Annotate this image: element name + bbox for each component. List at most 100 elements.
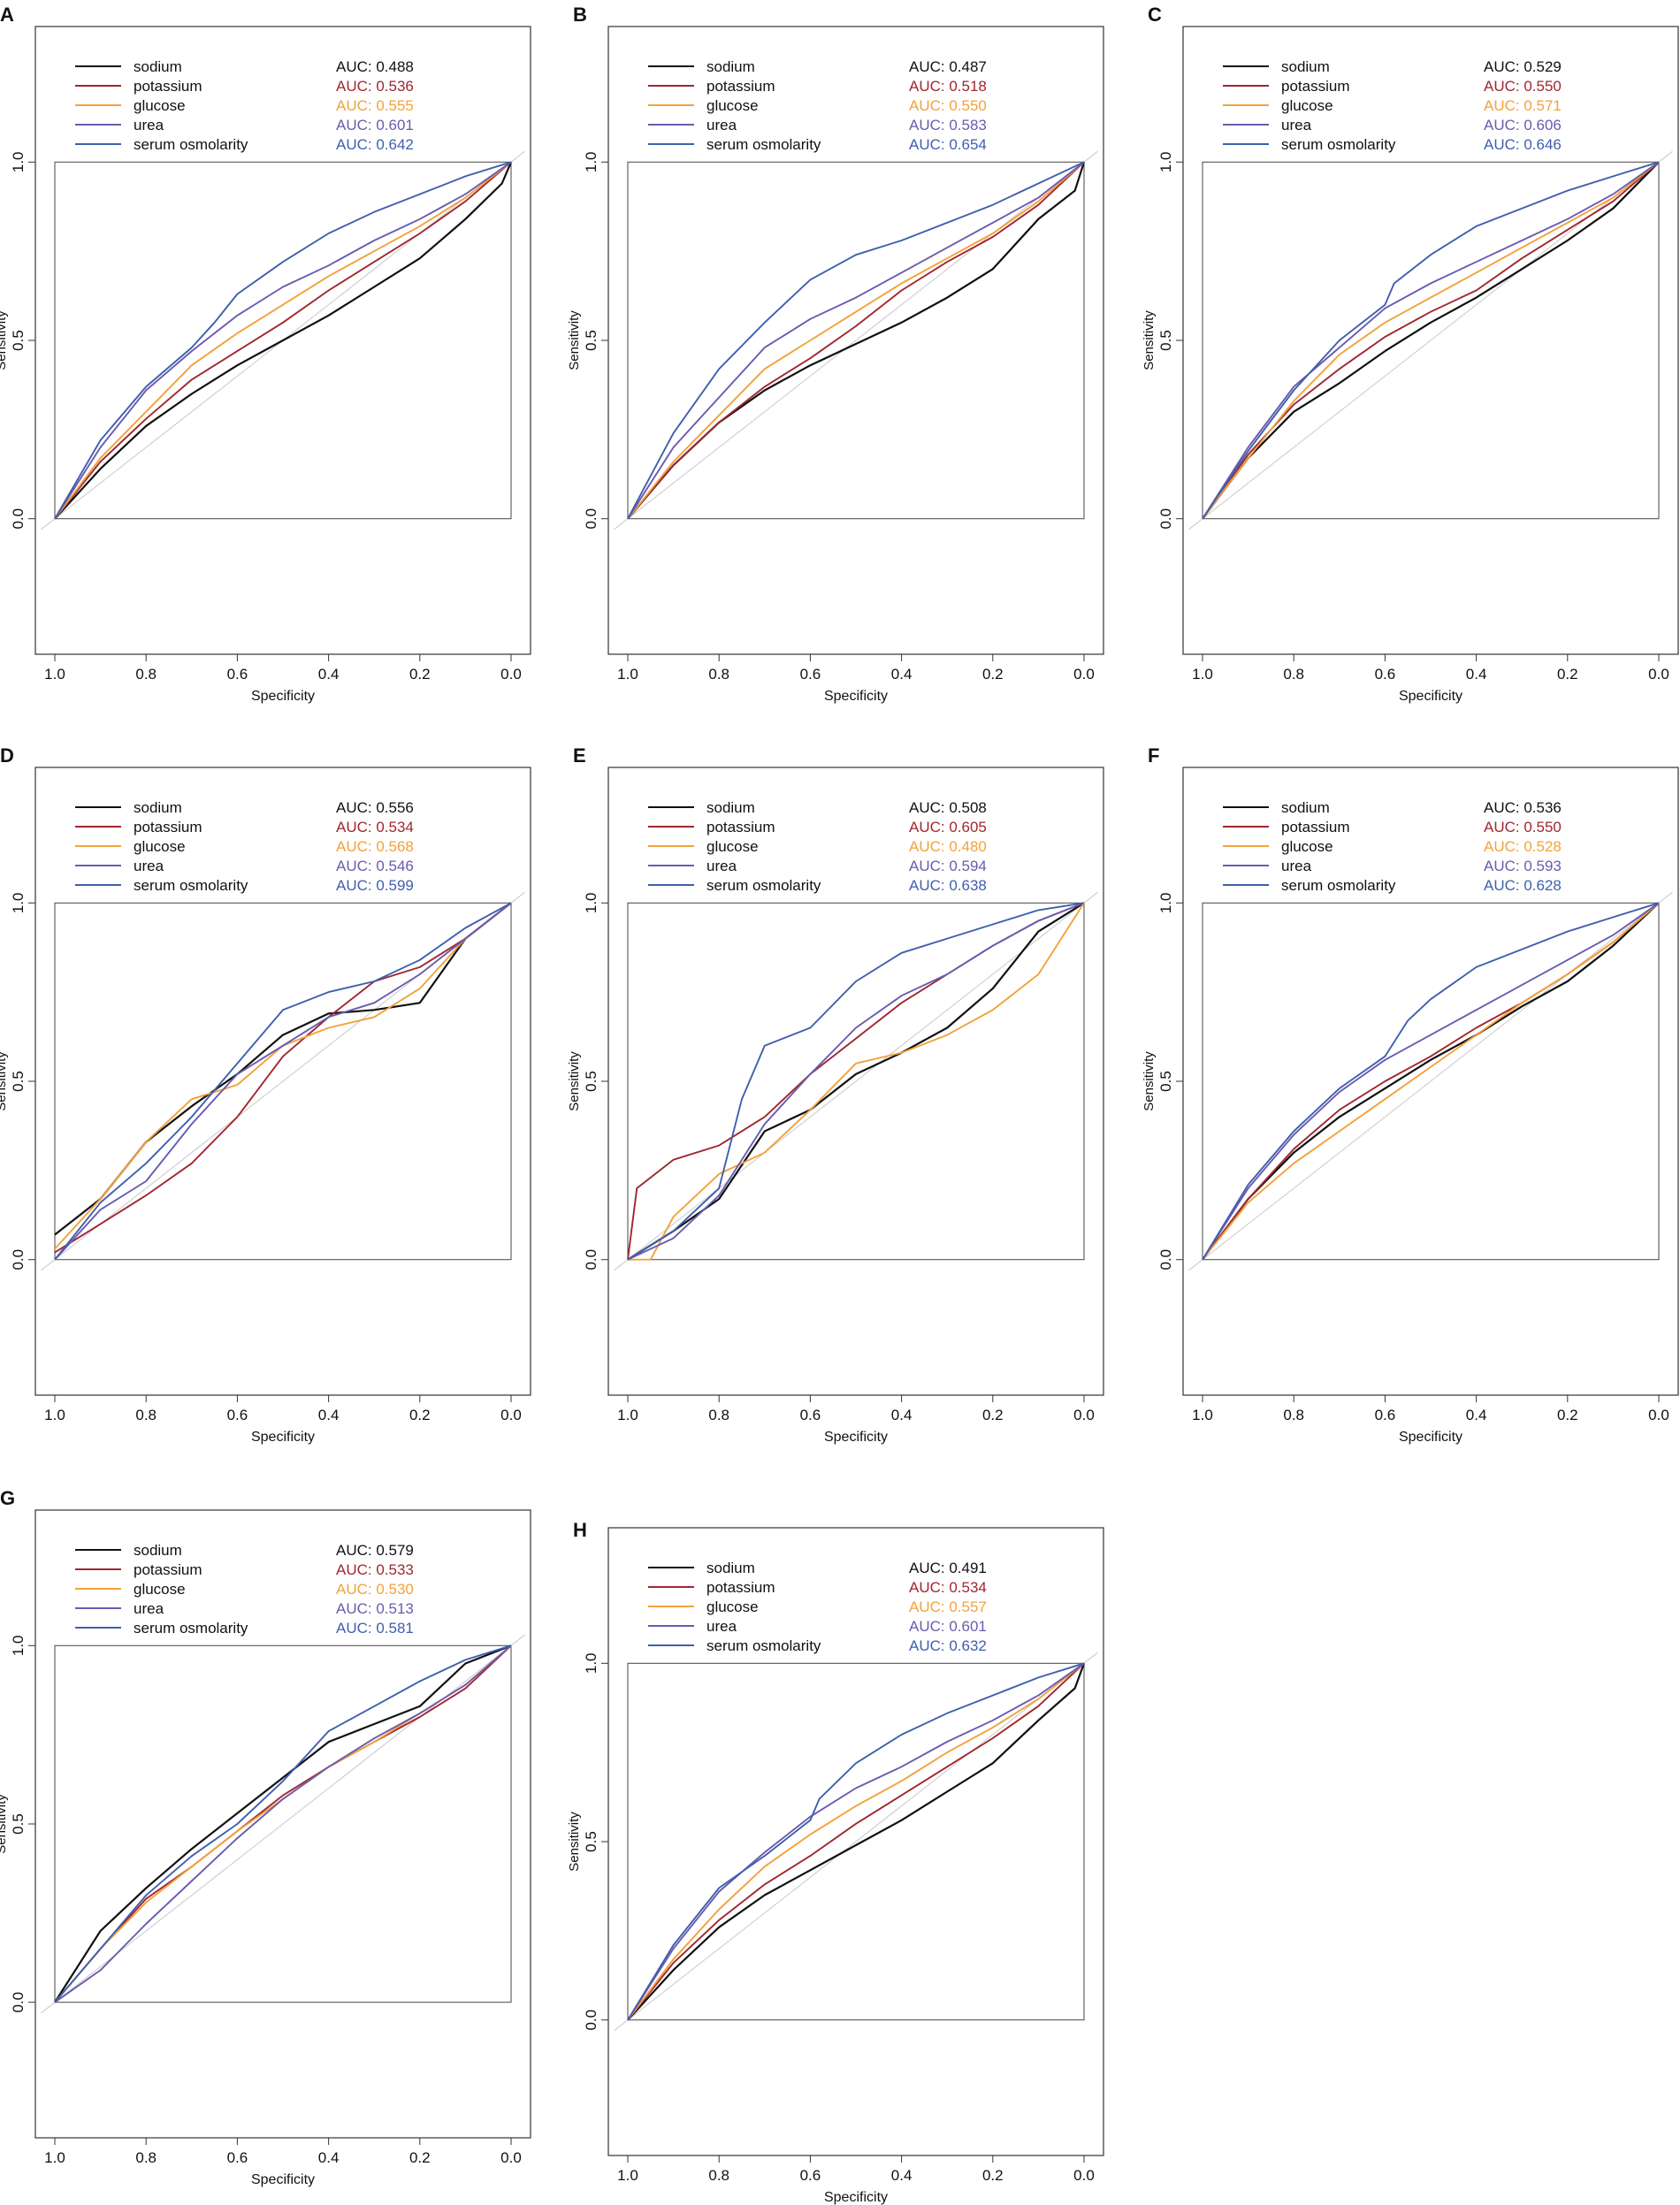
y-tick-label: 0.5 [583, 1831, 599, 1852]
auc-label: AUC: 0.556 [336, 799, 414, 816]
roc-curve-potassium [54, 902, 512, 1254]
legend-label: potassium [706, 78, 775, 95]
auc-label: AUC: 0.528 [1484, 838, 1562, 855]
legend-label: potassium [134, 78, 202, 95]
panel-letter: F [1148, 744, 1159, 767]
roc-curve-urea [1202, 161, 1660, 520]
diagonal-reference-line [614, 891, 1098, 1271]
y-tick-label: 1.0 [583, 151, 599, 172]
auc-label: AUC: 0.646 [1484, 136, 1562, 153]
roc-curve-serum-osmolarity [627, 1662, 1085, 2021]
auc-label: AUC: 0.508 [909, 799, 987, 816]
legend-label: serum osmolarity [706, 877, 821, 894]
auc-label: AUC: 0.555 [336, 97, 414, 114]
roc-curve-sodium [627, 1662, 1086, 2021]
roc-region-box [1202, 161, 1660, 520]
auc-label: AUC: 0.579 [336, 1542, 414, 1559]
y-axis-label: Sensitivity [567, 310, 582, 370]
auc-label: AUC: 0.491 [909, 1560, 987, 1576]
legend-label: serum osmolarity [1281, 877, 1396, 894]
x-axis-label: Specificity [1399, 689, 1462, 704]
roc-curve-serum-osmolarity [1202, 902, 1660, 1261]
legend-label: potassium [706, 1579, 775, 1596]
x-tick-label: 0.2 [409, 1407, 431, 1423]
x-tick-label: 0.8 [708, 2167, 729, 2184]
roc-curve-sodium [1202, 902, 1660, 1261]
auc-label: AUC: 0.632 [909, 1637, 987, 1654]
auc-label: AUC: 0.518 [909, 78, 987, 95]
roc-region-box [627, 161, 1085, 520]
legend-label: sodium [706, 58, 755, 75]
y-tick-label: 0.5 [10, 1071, 27, 1092]
x-tick-label: 0.8 [135, 2149, 157, 2166]
roc-curve-serum-osmolarity [54, 1644, 512, 2003]
panel-letter: H [573, 1519, 587, 1541]
x-tick-label: 1.0 [44, 666, 65, 683]
y-axis-label: Sensitivity [1142, 1051, 1157, 1111]
auc-label: AUC: 0.546 [336, 858, 414, 874]
roc-panel-b: B 1.0 0.8 0.6 0.4 0.2 0.0 Specificity 0.0 0.5 1.0 S… [567, 4, 1104, 704]
auc-label: AUC: 0.605 [909, 819, 987, 835]
y-tick-label: 0.0 [1157, 1249, 1174, 1270]
roc-region-box [54, 1644, 512, 2003]
x-tick-label: 1.0 [1192, 666, 1213, 683]
roc-curve-urea [54, 1644, 512, 2003]
x-tick-label: 0.6 [1375, 666, 1396, 683]
auc-label: AUC: 0.557 [909, 1598, 987, 1615]
x-tick-label: 1.0 [44, 2149, 65, 2166]
y-axis-label: Sensitivity [1142, 310, 1157, 370]
x-tick-label: 0.0 [1648, 666, 1669, 683]
legend-label: serum osmolarity [134, 136, 248, 153]
roc-panel-c: C 1.0 0.8 0.6 0.4 0.2 0.0 Specificity 0.0 0.5 1.0 S… [1142, 4, 1679, 704]
legend-label: sodium [1281, 58, 1330, 75]
roc-curve-sodium [54, 161, 513, 520]
panel-letter: D [0, 744, 14, 767]
x-tick-label: 0.4 [891, 1407, 913, 1423]
auc-label: AUC: 0.638 [909, 877, 987, 894]
legend-label: serum osmolarity [1281, 136, 1396, 153]
x-tick-label: 1.0 [1192, 1407, 1213, 1423]
roc-region-box [54, 902, 512, 1261]
auc-label: AUC: 0.550 [1484, 78, 1562, 95]
x-tick-label: 0.4 [1466, 1407, 1487, 1423]
y-tick-label: 0.5 [1157, 330, 1174, 351]
legend-label: potassium [1281, 819, 1349, 835]
auc-label: AUC: 0.571 [1484, 97, 1562, 114]
x-tick-label: 0.8 [135, 1407, 157, 1423]
x-tick-label: 0.0 [1073, 1407, 1095, 1423]
auc-label: AUC: 0.599 [336, 877, 414, 894]
panel-letter: B [573, 4, 587, 26]
legend-label: urea [134, 1600, 164, 1617]
x-tick-label: 0.2 [409, 666, 431, 683]
legend-label: sodium [134, 799, 182, 816]
legend-label: glucose [134, 838, 186, 855]
legend-label: potassium [706, 819, 775, 835]
roc-curve-serum-osmolarity [1202, 161, 1660, 520]
y-axis-label: Sensitivity [0, 1794, 9, 1854]
auc-label: AUC: 0.487 [909, 58, 987, 75]
x-tick-label: 0.2 [982, 666, 1004, 683]
x-tick-label: 0.2 [1557, 666, 1578, 683]
x-tick-label: 0.4 [891, 666, 913, 683]
x-axis-label: Specificity [824, 2190, 888, 2205]
auc-label: AUC: 0.534 [336, 819, 414, 835]
x-tick-label: 0.8 [708, 666, 729, 683]
roc-curve-glucose [54, 902, 512, 1250]
y-axis-label: Sensitivity [567, 1051, 582, 1111]
x-tick-label: 0.6 [800, 1407, 821, 1423]
roc-curve-urea [1202, 902, 1660, 1261]
y-tick-label: 0.5 [10, 1813, 27, 1835]
legend-label: serum osmolarity [134, 1620, 248, 1637]
roc-curve-serum-osmolarity [627, 161, 1085, 520]
x-tick-label: 1.0 [617, 666, 638, 683]
auc-label: AUC: 0.534 [909, 1579, 987, 1596]
x-tick-label: 0.0 [1648, 1407, 1669, 1423]
roc-curve-potassium [54, 161, 512, 520]
y-tick-label: 1.0 [583, 892, 599, 913]
roc-panel-e: E 1.0 0.8 0.6 0.4 0.2 0.0 Specificity 0.0 0.5 1.0 S… [567, 744, 1104, 1445]
legend-label: glucose [706, 97, 759, 114]
legend-label: urea [706, 117, 737, 134]
roc-curve-glucose [54, 161, 512, 520]
legend-label: potassium [1281, 78, 1349, 95]
